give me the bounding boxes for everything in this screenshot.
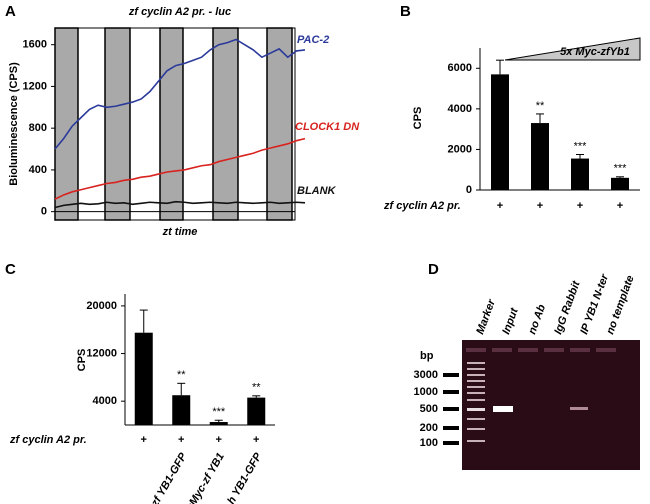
bar xyxy=(172,395,191,425)
night-shade xyxy=(212,27,239,221)
y-tick-label: 0 xyxy=(466,184,472,196)
y-axis-label: CPS xyxy=(76,349,88,372)
night-shade xyxy=(266,27,293,221)
size-label: 500 xyxy=(420,403,438,415)
x-tick-label: + xyxy=(253,434,259,446)
gel-image xyxy=(462,340,640,470)
lane-label: no template xyxy=(604,274,636,336)
significance: *** xyxy=(574,140,588,152)
y-tick-label: 800 xyxy=(29,122,47,134)
significance: *** xyxy=(212,406,226,418)
x-tick-label: + xyxy=(141,434,147,446)
series-line xyxy=(54,137,306,200)
y-tick-label: 4000 xyxy=(93,395,117,407)
row-label: zf cyclin A2 pr. xyxy=(9,434,87,446)
significance: ** xyxy=(536,100,545,112)
series-line xyxy=(54,200,306,209)
size-label: 100 xyxy=(420,437,438,449)
size-label: 200 xyxy=(420,422,438,434)
sample-label: zf YB1-GFP xyxy=(149,450,190,504)
x-tick-label: + xyxy=(216,434,222,446)
night-shade xyxy=(104,27,131,221)
gel-wells xyxy=(466,348,616,352)
significance: ** xyxy=(177,369,186,381)
bar xyxy=(611,177,629,190)
bar xyxy=(209,422,228,425)
lane-label: Input xyxy=(500,305,521,336)
chart-title: zf cyclin A2 pr. - luc xyxy=(128,6,231,18)
y-tick-label: 400 xyxy=(29,164,47,176)
size-label: 1000 xyxy=(414,386,438,398)
series-label: BLANK xyxy=(297,185,337,197)
plot-frame xyxy=(54,27,296,221)
night-shade xyxy=(159,27,184,221)
x-tick-label: + xyxy=(537,200,543,212)
size-unit: bp xyxy=(420,350,434,362)
y-tick-label: 12000 xyxy=(86,347,117,359)
marker-ladder xyxy=(467,362,485,442)
lane-label: Marker xyxy=(474,297,498,336)
panel-label: D xyxy=(428,261,439,278)
x-tick-label: + xyxy=(497,200,503,212)
y-tick-label: 6000 xyxy=(448,62,472,74)
treatment-label: 5x Myc-zfYb1 xyxy=(560,46,630,58)
y-tick-label: 1200 xyxy=(23,80,47,92)
bar xyxy=(247,397,266,425)
y-tick-label: 4000 xyxy=(448,103,472,115)
y-axis-label: Bioluminescence (CPS) xyxy=(8,62,20,186)
lane-label: IgG Rabbit xyxy=(552,278,583,336)
y-tick-label: 1600 xyxy=(23,39,47,51)
y-tick-label: 20000 xyxy=(86,300,117,312)
series-label: CLOCK1 DN xyxy=(295,121,360,133)
bar xyxy=(491,74,509,190)
x-tick-label: + xyxy=(617,200,623,212)
series-label: PAC-2 xyxy=(297,34,329,46)
dose-triangle xyxy=(504,37,641,61)
size-marks xyxy=(443,373,459,445)
panel-label: B xyxy=(400,3,411,20)
ip-band xyxy=(570,407,588,410)
y-axis-label: CPS xyxy=(412,107,424,130)
y-tick-label: 2000 xyxy=(448,143,472,155)
bar xyxy=(134,332,153,425)
sample-label: h YB1-GFP xyxy=(225,450,264,504)
bar xyxy=(571,158,589,190)
significance: ** xyxy=(252,382,261,394)
size-label: 3000 xyxy=(414,369,438,381)
x-tick-label: + xyxy=(577,200,583,212)
panel-label: A xyxy=(5,3,16,20)
input-band xyxy=(493,406,513,412)
y-tick-label: 0 xyxy=(41,206,47,218)
series-line xyxy=(54,38,306,150)
lane-label: no Ab xyxy=(526,303,548,336)
x-tick-label: + xyxy=(178,434,184,446)
significance: *** xyxy=(614,163,628,175)
row-label: zf cyclin A2 pr. xyxy=(383,200,461,212)
x-axis-label: zt time xyxy=(162,226,198,238)
bar xyxy=(531,123,549,190)
panel-label: C xyxy=(5,261,16,278)
